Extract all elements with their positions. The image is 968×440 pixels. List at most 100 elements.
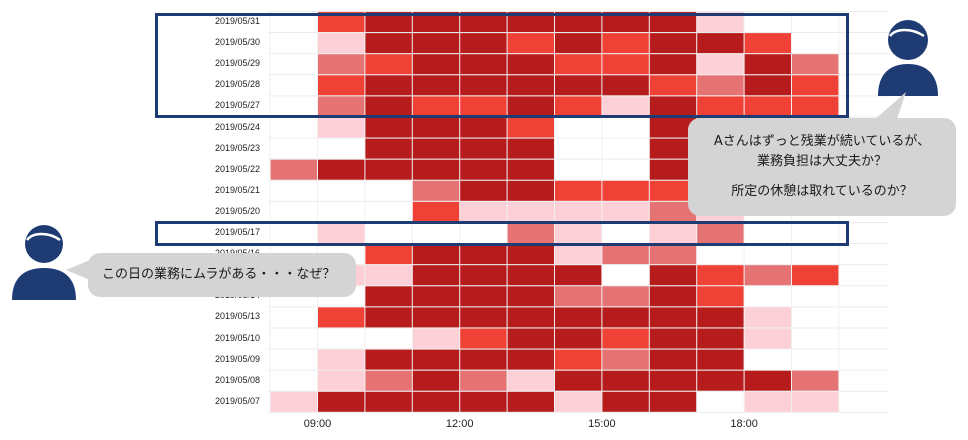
heatmap-cell — [412, 265, 460, 286]
heatmap-cell — [555, 180, 602, 201]
speech-bubble-left-tail — [66, 260, 90, 280]
heatmap-cell — [602, 96, 649, 117]
heatmap-cell — [602, 12, 649, 32]
heatmap-cell — [555, 370, 602, 391]
person-icon-left — [12, 225, 76, 300]
row-label: 2019/05/23 — [214, 142, 260, 153]
heatmap-cell — [649, 138, 697, 159]
heatmap-cell — [460, 159, 507, 180]
row-label: 2019/05/28 — [214, 79, 260, 90]
bubble-right-line2: 業務負担は大丈夫か？ — [756, 154, 887, 169]
heatmap-cell — [365, 307, 412, 328]
heatmap-cell — [412, 12, 460, 32]
heatmap-cell — [460, 96, 507, 117]
bubble-right-line3: 所定の休憩は取れているのか？ — [731, 184, 913, 199]
heatmap-cell — [318, 349, 365, 370]
heatmap-cell — [792, 391, 839, 412]
bubble-right-line1: Aさんはずっと残業が続いているが、 — [713, 134, 931, 149]
heatmap-cell — [460, 307, 507, 328]
heatmap-cell — [507, 286, 554, 307]
heatmap-cell — [555, 223, 602, 243]
heatmap-cell — [460, 286, 507, 307]
heatmap-cell — [507, 391, 554, 412]
heatmap-cell — [270, 159, 317, 180]
row-label: 2019/05/21 — [214, 184, 260, 195]
heatmap-cell — [697, 12, 744, 32]
heatmap-cell — [365, 138, 412, 159]
heatmap-cell — [649, 180, 697, 201]
speech-bubble-right-tail — [872, 92, 906, 122]
heatmap-cell — [412, 159, 460, 180]
heatmap-cell — [507, 12, 554, 32]
heatmap-cell — [365, 96, 412, 117]
heatmap-cell — [649, 75, 697, 96]
heatmap-cell — [507, 117, 554, 138]
heatmap-cell — [460, 33, 507, 54]
heatmap-cell — [318, 117, 365, 138]
heatmap-cell — [365, 117, 412, 138]
heatmap-cell — [744, 75, 791, 96]
heatmap-cell — [460, 265, 507, 286]
heatmap-cell — [365, 159, 412, 180]
heatmap-cell — [555, 96, 602, 117]
row-label: 2019/05/22 — [214, 163, 260, 174]
row-label: 2019/05/24 — [214, 121, 260, 132]
heatmap-cell — [555, 265, 602, 286]
heatmap-cell — [649, 201, 697, 222]
heatmap-cell — [412, 391, 460, 412]
heatmap-cell — [555, 307, 602, 328]
heatmap-cell — [649, 96, 697, 117]
x-tick-label: 12:00 — [445, 418, 474, 430]
heatmap-cell — [602, 349, 649, 370]
heatmap-cell — [792, 75, 839, 96]
heatmap-cell — [412, 201, 460, 222]
heatmap-cell — [697, 286, 744, 307]
heatmap-cell — [412, 286, 460, 307]
heatmap-cell — [318, 307, 365, 328]
heatmap-cell — [792, 96, 839, 117]
heatmap-cell — [460, 54, 507, 75]
person-icon-right — [878, 20, 938, 96]
heatmap-cell — [318, 223, 365, 243]
heatmap-cell — [602, 286, 649, 307]
speech-bubble-right: Aさんはずっと残業が続いているが、 業務負担は大丈夫か？ 所定の休憩は取れている… — [688, 118, 956, 216]
heatmap-cell — [697, 75, 744, 96]
heatmap-cell — [649, 370, 697, 391]
heatmap-cell — [744, 33, 791, 54]
row-label: 2019/05/09 — [214, 353, 260, 364]
heatmap-cell — [507, 265, 554, 286]
heatmap-cell — [602, 244, 649, 265]
heatmap-cell — [555, 328, 602, 349]
heatmap-cell — [697, 265, 744, 286]
heatmap-cell — [602, 391, 649, 412]
heatmap-cell — [365, 349, 412, 370]
heatmap-cell — [507, 54, 554, 75]
heatmap-cell — [507, 201, 554, 222]
row-label: 2019/05/13 — [214, 311, 260, 322]
heatmap-cell — [412, 328, 460, 349]
heatmap-cell — [507, 370, 554, 391]
heatmap-cell — [555, 391, 602, 412]
heatmap-cell — [602, 75, 649, 96]
heatmap-cell — [602, 201, 649, 222]
heatmap-cell — [365, 286, 412, 307]
heatmap-cell — [602, 307, 649, 328]
heatmap-cell — [507, 180, 554, 201]
heatmap-cell — [365, 244, 412, 265]
heatmap-cell — [555, 75, 602, 96]
heatmap-cell — [602, 328, 649, 349]
heatmap-cell — [507, 349, 554, 370]
heatmap-cell — [697, 33, 744, 54]
heatmap-cell — [412, 33, 460, 54]
heatmap-cell — [460, 12, 507, 32]
heatmap-cell — [649, 391, 697, 412]
row-label: 2019/05/27 — [214, 100, 260, 111]
heatmap-cell — [318, 370, 365, 391]
heatmap-cell — [555, 201, 602, 222]
heatmap-cell — [412, 54, 460, 75]
heatmap-cell — [792, 54, 839, 75]
row-label: 2019/05/17 — [214, 227, 260, 237]
heatmap-cell — [412, 75, 460, 96]
heatmap-cell — [649, 117, 697, 138]
